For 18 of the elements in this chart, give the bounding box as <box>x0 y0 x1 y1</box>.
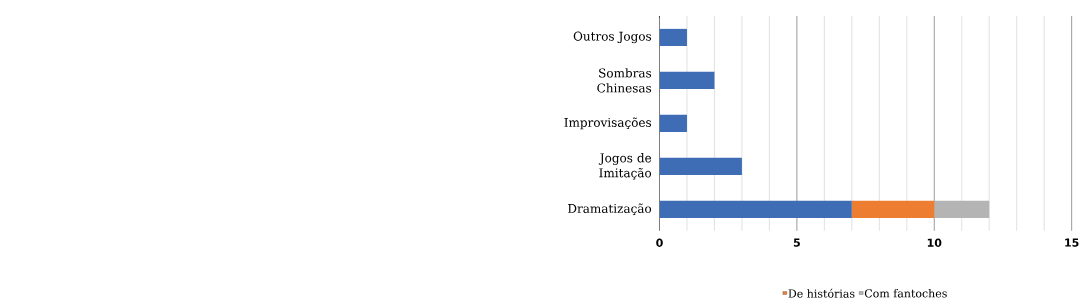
y-tick-label: Jogos de Imitação <box>598 152 652 180</box>
x-tick-label: 5 <box>793 238 800 247</box>
bar <box>851 200 935 218</box>
legend-label: Com fantoches <box>864 288 947 298</box>
y-tick-label: Sombras Chinesas <box>597 68 652 93</box>
bar <box>659 28 687 46</box>
legend-label: De histórias <box>788 288 855 298</box>
y-tick-label: Improvisações <box>564 117 652 130</box>
bar <box>934 200 990 218</box>
bar <box>659 200 852 218</box>
y-tick-label: Outros Jogos <box>573 31 652 44</box>
bar <box>659 157 742 175</box>
x-tick-label: 0 <box>656 238 663 247</box>
x-tick-label: 10 <box>927 238 942 247</box>
x-tick-label: 15 <box>1065 238 1079 247</box>
bar <box>659 71 715 89</box>
y-tick-label: Dramatização <box>568 203 652 215</box>
bar <box>659 114 687 132</box>
